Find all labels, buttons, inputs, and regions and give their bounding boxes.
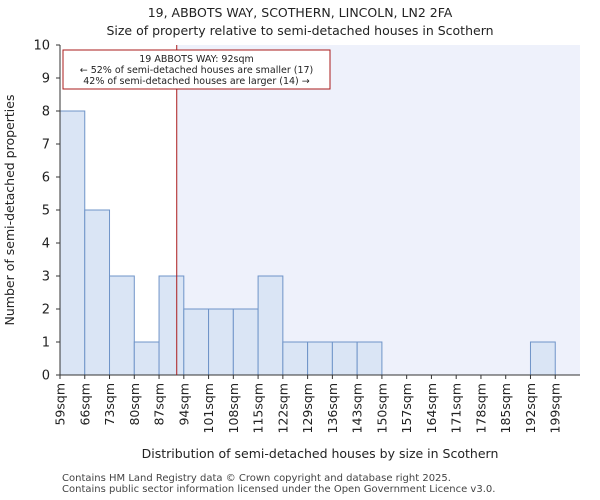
x-tick-label: 115sqm [251,383,266,433]
x-tick-label: 66sqm [77,383,92,426]
x-tick-label: 136sqm [325,383,340,433]
x-tick-label: 108sqm [226,383,241,433]
histogram-bar [59,110,86,376]
y-tick-label: 3 [42,270,50,285]
histogram-bar [356,341,383,376]
y-tick-label: 5 [42,204,50,219]
y-tick-label: 8 [42,105,50,120]
x-tick-label: 192sqm [523,383,538,433]
footer-line-2: Contains public sector information licen… [62,484,496,495]
x-tick-label: 94sqm [176,383,191,426]
histogram-bar [84,209,111,376]
x-tick-label: 157sqm [399,383,414,433]
footer-line-1: Contains HM Land Registry data © Crown c… [62,473,451,484]
y-tick-label: 1 [42,336,50,351]
x-tick-label: 122sqm [275,383,290,433]
y-axis-title: Number of semi-detached properties [2,95,17,326]
x-tick-label: 150sqm [374,383,389,433]
histogram-bar [331,341,358,376]
chart-title: 19, ABBOTS WAY, SCOTHERN, LINCOLN, LN2 2… [147,5,453,20]
x-tick-label: 87sqm [152,383,167,426]
x-tick-label: 101sqm [201,383,216,433]
histogram-chart: 0 1 2 3 4 5 6 7 8 9 10 59sqm 66sqm 73sqm 80sqm 87sqm 94s… [2,39,581,461]
x-tick-label: 129sqm [300,383,315,433]
histogram-bar [133,341,160,376]
x-tick-label: 178sqm [473,383,488,433]
histogram-bar [208,308,234,376]
x-tick-label: 164sqm [424,383,439,433]
chart-subtitle: Size of property relative to semi-detach… [106,23,494,38]
annotation-line: 42% of semi-detached houses are larger (… [83,76,310,87]
histogram-bar [282,341,309,376]
x-tick-label: 73sqm [102,383,117,426]
annotation-line: ← 52% of semi-detached houses are smalle… [80,65,314,76]
x-axis-title: Distribution of semi-detached houses by … [142,446,499,461]
x-tick-label: 171sqm [449,383,464,433]
histogram-bar [529,341,556,376]
y-tick-label: 7 [42,138,50,153]
histogram-bar [109,275,135,376]
x-tick-label: 199sqm [548,383,563,433]
x-tick-label: 185sqm [498,383,513,433]
histogram-bar [232,308,259,376]
histogram-bar [183,308,210,376]
histogram-bar [158,275,185,376]
x-tick-label: 59sqm [53,383,68,426]
x-tick-label: 143sqm [350,383,365,433]
y-tick-label: 0 [42,369,50,384]
y-tick-label: 4 [42,237,50,252]
histogram-bar [307,341,333,376]
annotation-line: 19 ABBOTS WAY: 92sqm [139,54,254,65]
x-tick-label: 80sqm [127,383,142,426]
y-tick-label: 9 [42,72,50,87]
y-tick-label: 6 [42,171,50,186]
annotation-box [62,49,331,90]
y-tick-label: 10 [33,39,50,54]
histogram-bar [257,275,284,376]
y-tick-label: 2 [42,303,50,318]
